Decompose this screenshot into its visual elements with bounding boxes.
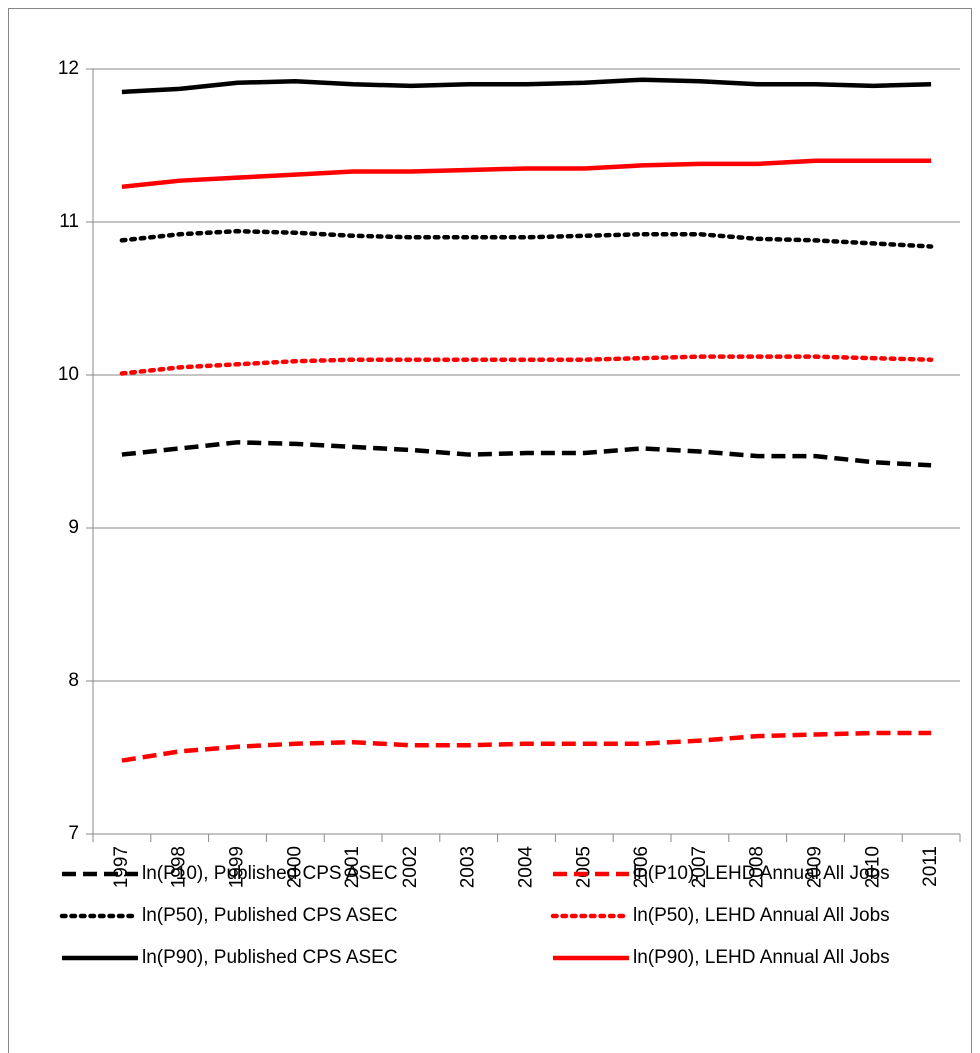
x-tick-label: 2007 (689, 846, 710, 888)
x-tick-label: 2002 (400, 846, 421, 888)
legend-label: ln(P50), Published CPS ASEC (142, 905, 398, 926)
y-tick-label: 9 (68, 517, 79, 538)
y-tick-label: 7 (68, 823, 79, 844)
x-tick-label: 1998 (169, 846, 190, 888)
y-tick-label: 8 (68, 670, 79, 691)
x-tick-label: 1999 (227, 846, 248, 888)
x-tick-label: 2008 (747, 846, 768, 888)
x-tick-label: 2006 (631, 846, 652, 888)
legend-label: ln(P90), LEHD Annual All Jobs (633, 947, 890, 968)
x-tick-label: 2005 (573, 846, 594, 888)
legend-label: ln(P10), Published CPS ASEC (142, 863, 398, 884)
x-tick-label: 2004 (516, 846, 537, 889)
series-line (121, 440, 932, 468)
x-tick-label: 2009 (805, 846, 826, 888)
series-line (121, 158, 932, 190)
x-tick-label: 2000 (284, 846, 305, 888)
x-tick-label: 2001 (342, 846, 363, 888)
y-tick-label: 11 (59, 211, 79, 232)
x-tick-label: 1997 (111, 846, 132, 888)
x-tick-label: 2011 (920, 846, 941, 887)
series-line (121, 77, 932, 95)
series-line (121, 730, 932, 763)
x-tick-label: 2003 (458, 846, 479, 888)
legend-label: ln(P10), LEHD Annual All Jobs (633, 863, 890, 884)
x-tick-label: 2010 (862, 846, 883, 888)
legend-label: ln(P50), LEHD Annual All Jobs (633, 905, 890, 926)
chart-border (8, 8, 972, 1053)
y-tick-label: 10 (58, 364, 79, 385)
series-line (119, 228, 934, 249)
series-line (119, 354, 934, 376)
y-tick-label: 12 (58, 58, 79, 79)
legend-label: ln(P90), Published CPS ASEC (142, 947, 398, 968)
